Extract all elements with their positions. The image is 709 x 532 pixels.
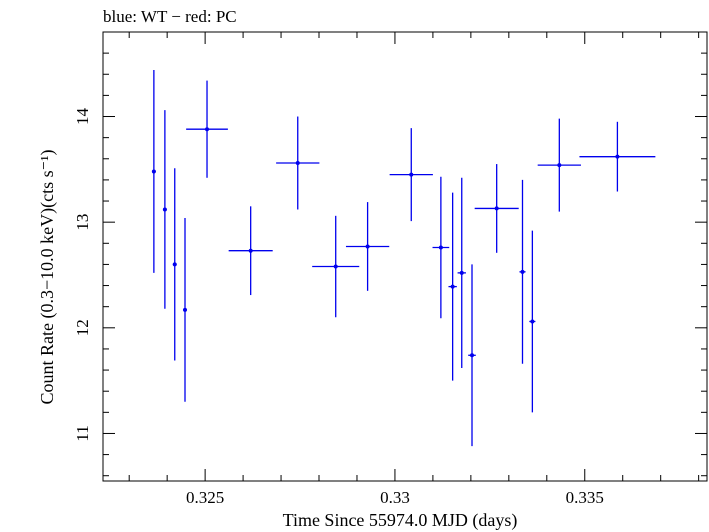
data-marker xyxy=(205,127,210,132)
data-point xyxy=(162,110,167,309)
data-marker xyxy=(409,172,414,177)
data-marker xyxy=(333,264,338,269)
data-marker xyxy=(162,207,167,212)
data-point xyxy=(276,116,320,210)
data-point xyxy=(432,176,450,319)
plot-border xyxy=(102,31,708,482)
data-marker xyxy=(459,270,464,275)
y-axis-label: Count Rate (0.3−10.0 keV)(cts s⁻¹) xyxy=(37,149,58,404)
y-tick-label: 11 xyxy=(73,425,92,441)
y-tick-label: 12 xyxy=(73,319,92,336)
data-point xyxy=(448,192,457,381)
x-axis-ticks xyxy=(128,32,700,481)
plot-frame xyxy=(102,31,708,482)
data-point xyxy=(228,206,273,296)
data-marker xyxy=(151,169,156,174)
data-point xyxy=(537,118,581,212)
data-marker xyxy=(248,248,253,253)
data-marker xyxy=(520,269,525,274)
data-point xyxy=(345,202,390,291)
data-point xyxy=(468,264,476,447)
data-point xyxy=(172,168,177,361)
data-point xyxy=(389,128,433,222)
data-marker xyxy=(450,284,455,289)
data-series xyxy=(151,70,656,447)
x-axis-tick-labels: 0.325 0.33 0.335 xyxy=(186,488,604,507)
x-tick-label: 0.325 xyxy=(186,488,224,507)
data-point xyxy=(457,177,466,368)
y-axis-ticks xyxy=(103,31,707,477)
data-point xyxy=(474,164,519,253)
data-marker xyxy=(438,245,443,250)
y-axis-tick-labels: 11 12 13 14 xyxy=(73,108,92,442)
x-tick-label: 0.335 xyxy=(566,488,604,507)
data-marker xyxy=(494,206,499,211)
data-marker xyxy=(530,319,535,324)
chart-title: blue: WT − red: PC xyxy=(103,7,237,26)
data-point xyxy=(312,215,360,318)
y-tick-label: 14 xyxy=(73,108,92,126)
data-marker xyxy=(557,163,562,168)
data-marker xyxy=(470,353,475,358)
data-marker xyxy=(183,307,188,312)
x-axis-label: Time Since 55974.0 MJD (days) xyxy=(283,510,518,531)
data-point xyxy=(519,179,526,364)
x-tick-label: 0.33 xyxy=(380,488,410,507)
data-marker xyxy=(172,262,177,267)
data-point xyxy=(529,230,536,413)
y-tick-label: 13 xyxy=(73,214,92,231)
data-marker xyxy=(615,154,620,159)
data-point xyxy=(186,80,228,178)
data-point xyxy=(579,121,656,192)
data-point xyxy=(183,217,188,402)
data-marker xyxy=(295,161,300,166)
data-point xyxy=(151,70,156,273)
data-marker xyxy=(365,244,370,249)
